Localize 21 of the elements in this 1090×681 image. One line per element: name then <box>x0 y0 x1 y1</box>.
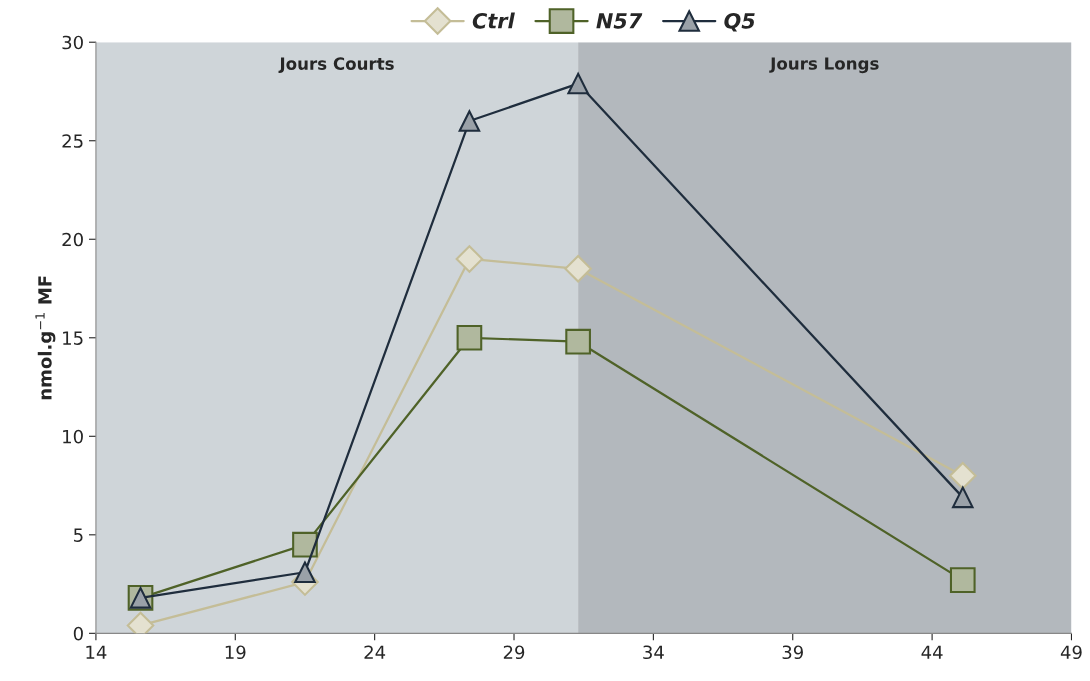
legend-label: N57 <box>596 13 643 29</box>
y-axis-title: nmol.g$^{−1}$ MF <box>35 276 56 400</box>
y-tick-label: 15 <box>63 331 83 345</box>
x-tick-label: 19 <box>225 645 246 660</box>
legend-label: Ctrl <box>472 12 515 29</box>
y-tick-label: 25 <box>62 134 83 148</box>
y-tick-label: 20 <box>62 232 83 247</box>
x-tick-label: 14 <box>86 645 107 659</box>
band-label: Jours Longs <box>769 57 879 74</box>
x-tick-label: 24 <box>364 645 386 659</box>
x-tick-label: 39 <box>782 645 803 660</box>
band-label: Jours Courts <box>278 57 394 73</box>
y-tick-label: 10 <box>63 429 83 444</box>
y-tick-label: 30 <box>62 35 83 50</box>
y-tick-label: 0 <box>73 626 83 641</box>
x-tick-label: 49 <box>1060 645 1082 660</box>
x-tick-label: 29 <box>503 645 525 660</box>
y-tick-label: 5 <box>74 528 83 542</box>
x-tick-label: 34 <box>643 645 664 660</box>
legend-label: Q5 <box>724 12 755 32</box>
x-tick-label: 44 <box>921 645 943 659</box>
